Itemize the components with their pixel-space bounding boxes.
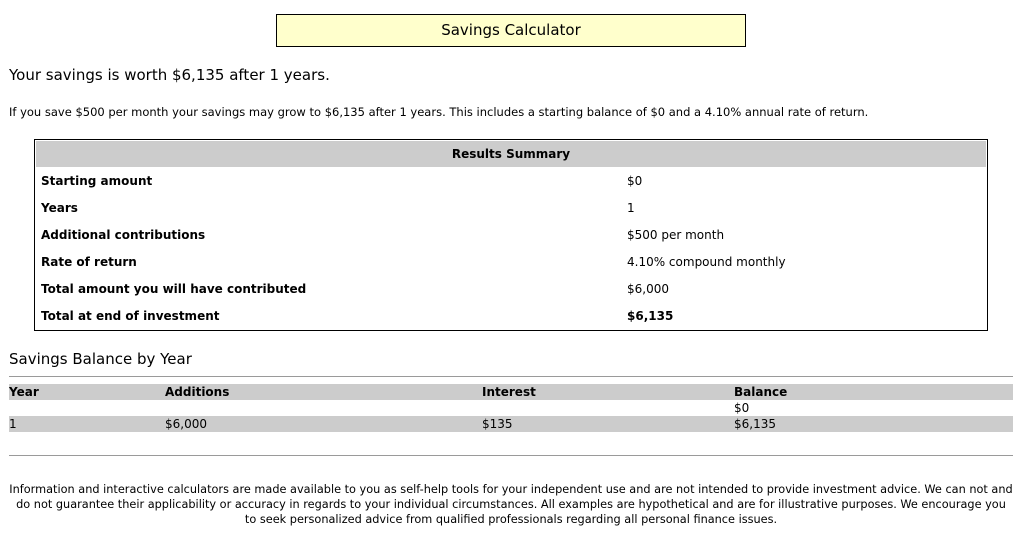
- result-headline: Your savings is worth $6,135 after 1 yea…: [9, 66, 330, 84]
- summary-value: 4.10% compound monthly: [627, 255, 786, 269]
- summary-value: 1: [627, 201, 635, 215]
- summary-label: Additional contributions: [41, 228, 206, 242]
- summary-label: Years: [41, 201, 78, 215]
- summary-value: $500 per month: [627, 228, 725, 242]
- section-title-balance-by-year: Savings Balance by Year: [9, 350, 192, 368]
- summary-row-rate-of-return: Rate of return 4.10% compound monthly: [35, 249, 987, 276]
- summary-value: $6,000: [627, 282, 669, 296]
- summary-row-additional-contributions: Additional contributions $500 per month: [35, 222, 987, 249]
- summary-row-years: Years 1: [35, 195, 987, 222]
- disclaimer-text: Information and interactive calculators …: [9, 483, 1013, 526]
- summary-row-starting-amount: Starting amount $0: [35, 168, 987, 195]
- summary-label: Total at end of investment: [41, 309, 220, 323]
- divider: [9, 376, 1013, 377]
- column-header-balance: Balance: [734, 385, 788, 399]
- results-summary-table: Results Summary Starting amount $0 Years…: [34, 139, 988, 331]
- table-cell: $6,000: [165, 417, 207, 431]
- summary-row-total-end: Total at end of investment $6,135: [35, 303, 987, 330]
- column-header-interest: Interest: [482, 385, 536, 399]
- summary-label: Starting amount: [41, 174, 153, 188]
- balance-by-year-table: Year Additions Interest Balance $0 1 $6,…: [9, 384, 1013, 432]
- summary-value: $6,135: [627, 309, 674, 323]
- table-row: $0: [9, 400, 1013, 416]
- column-header-year: Year: [9, 385, 39, 399]
- page-title: Savings Calculator: [276, 14, 746, 47]
- table-row: 1 $6,000 $135 $6,135: [9, 416, 1013, 432]
- table-header-row: Year Additions Interest Balance: [9, 384, 1013, 400]
- summary-row-total-contributed: Total amount you will have contributed $…: [35, 276, 987, 303]
- table-cell: $0: [734, 401, 750, 415]
- table-cell: $6,135: [734, 417, 776, 431]
- table-cell: 1: [9, 417, 17, 431]
- results-summary-title: Results Summary: [36, 141, 986, 167]
- summary-value: $0: [627, 174, 643, 188]
- summary-label: Rate of return: [41, 255, 137, 269]
- table-cell: $135: [482, 417, 513, 431]
- column-header-additions: Additions: [165, 385, 230, 399]
- result-intro: If you save $500 per month your savings …: [9, 105, 869, 119]
- divider: [9, 455, 1013, 456]
- summary-label: Total amount you will have contributed: [41, 282, 307, 296]
